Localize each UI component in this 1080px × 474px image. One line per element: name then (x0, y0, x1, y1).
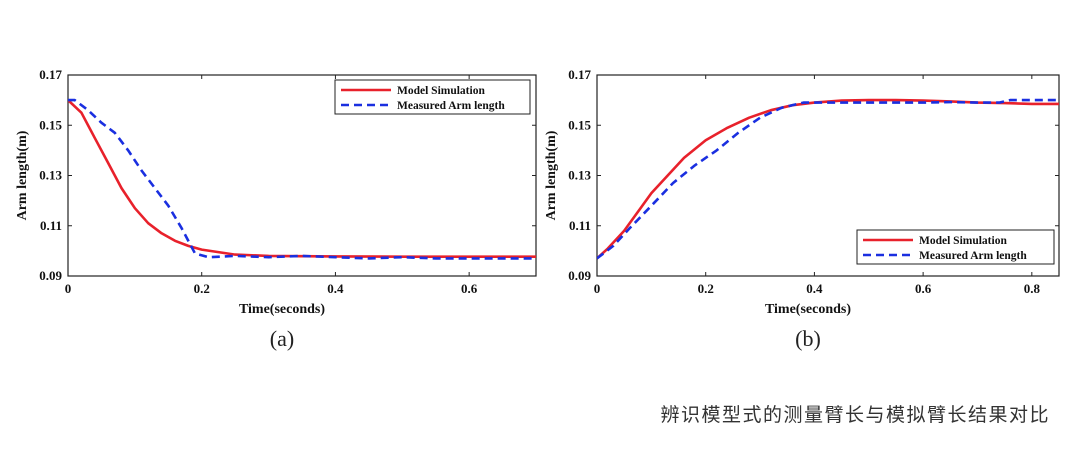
chart-b: 0 0.2 0.4 0.6 0.8 0.09 0.11 0.13 0.15 0.17 Time(se… (544, 67, 1060, 351)
legend-label: Model Simulation (919, 235, 1007, 247)
chart-a: 0 0.2 0.4 0.6 0.09 0.11 0.13 0.15 0.17 Time(secon… (15, 67, 537, 351)
y-axis-label: Arm length(m) (544, 130, 559, 220)
legend-label: Model Simulation (397, 85, 485, 97)
x-tick-label: 0.8 (1024, 281, 1041, 296)
series-line-model-simulation (68, 99, 536, 259)
x-tick-label: 0 (594, 281, 601, 296)
y-tick-label: 0.17 (568, 67, 591, 82)
y-tick-label: 0.09 (568, 268, 591, 283)
figure-caption: 辨识模型式的测量臂长与模拟臂长结果对比 (660, 404, 1050, 426)
x-axis-label: Time(seconds) (765, 302, 851, 317)
x-tick-label: 0.4 (327, 281, 344, 296)
y-tick-label: 0.13 (568, 168, 591, 183)
y-tick-label: 0.09 (39, 268, 62, 283)
legend-label: Measured Arm length (397, 100, 505, 112)
panel-label: (b) (795, 326, 821, 351)
y-tick-label: 0.15 (568, 117, 591, 132)
legend: Model Simulation Measured Arm length (334, 79, 531, 115)
x-tick-label: 0 (65, 281, 72, 296)
panel-label: (a) (270, 326, 294, 351)
x-tick-label: 0.6 (915, 281, 932, 296)
y-tick-label: 0.17 (39, 67, 62, 82)
x-tick-label: 0.4 (806, 281, 823, 296)
x-tick-label: 0.2 (194, 281, 210, 296)
legend-label: Measured Arm length (919, 250, 1027, 262)
y-tick-label: 0.11 (569, 218, 591, 233)
x-tick-label: 0.6 (461, 281, 478, 296)
y-axis-label: Arm length(m) (15, 130, 30, 220)
series-line-measured-arm-length (597, 98, 1059, 260)
legend-box (334, 79, 531, 115)
x-tick-label: 0.2 (698, 281, 714, 296)
legend: Model Simulation Measured Arm length (856, 229, 1055, 265)
y-tick-label: 0.15 (39, 117, 62, 132)
series-line-measured-arm-length (68, 98, 536, 260)
y-tick-label: 0.11 (40, 218, 62, 233)
x-axis-label: Time(seconds) (239, 302, 325, 317)
y-tick-label: 0.13 (39, 168, 62, 183)
legend-box (856, 229, 1055, 265)
